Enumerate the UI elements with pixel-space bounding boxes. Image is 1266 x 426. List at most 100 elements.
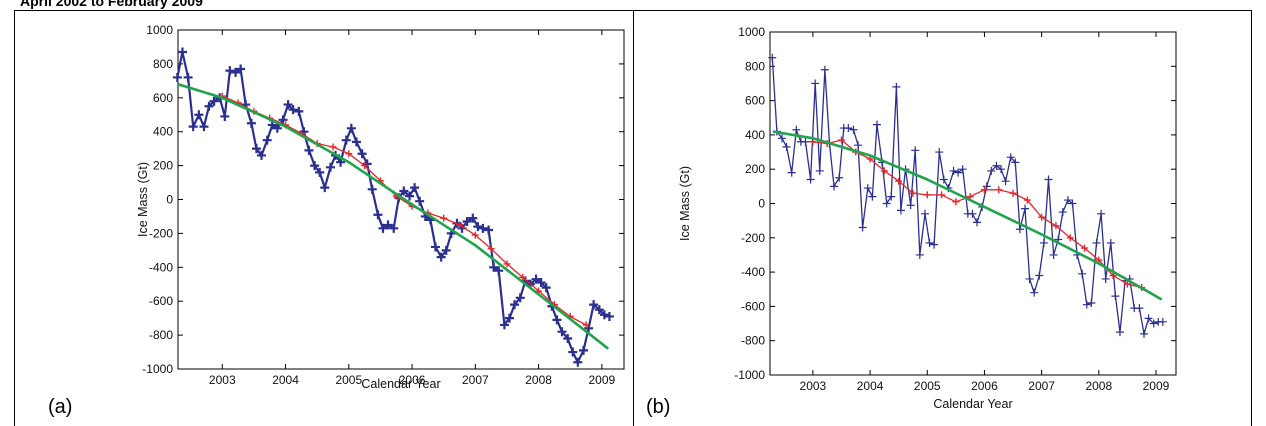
series-point-0 [1082,300,1091,309]
series-point-0 [1006,153,1015,162]
series-point-1 [837,136,845,144]
series-point-0 [336,157,346,167]
series-point-0 [310,161,320,171]
series-point-1 [880,167,888,175]
series-point-0 [925,238,934,247]
series-point-0 [1058,208,1067,217]
series-point-0 [436,252,446,262]
series-point-0 [1087,298,1096,307]
series-point-0 [278,115,288,125]
series-point-0 [1092,238,1101,247]
series-point-0 [283,100,293,110]
x-tick-label: 2006 [399,373,426,387]
figure-header: April 2002 to February 2009 [20,0,203,9]
series-point-0 [262,135,272,145]
series-point-0 [778,134,787,143]
series-point-0 [515,293,525,303]
series-point-0 [1097,209,1106,218]
x-tick-label: 2003 [209,373,236,387]
series-point-0 [405,191,415,201]
series-point-1 [1052,222,1060,230]
series-point-0 [563,333,573,343]
series-point-0 [257,150,267,160]
series-point-0 [373,210,383,220]
series-point-0 [246,118,256,128]
series-point-1 [980,186,988,194]
series-point-0 [1068,199,1077,208]
series-point-0 [892,82,901,91]
y-tick-label: -400 [149,260,173,274]
series-point-0 [378,223,388,233]
series-point-0 [806,175,815,184]
series-point-1 [440,214,448,222]
series-point-0 [209,96,219,106]
series-point-0 [1063,196,1072,205]
series-point-0 [367,184,377,194]
series-point-0 [568,347,578,357]
series-point-0 [599,310,609,320]
series-point-0 [383,220,393,230]
series-point-1 [1023,196,1031,204]
y-tick-label: 600 [745,94,765,108]
series-point-0 [930,240,939,249]
panel-divider [633,10,634,426]
series-point-1 [1038,213,1046,221]
series-point-0 [801,137,810,146]
chart-a: -1000 -800 -600 -400 -200 0 200 400 600 800 1000 20… [136,23,625,391]
series-point-0 [935,148,944,157]
series-point-0 [854,141,863,150]
series-point-0 [830,182,839,191]
series-point-0 [441,245,451,255]
series-point-1 [895,177,903,185]
series-point-0 [882,199,891,208]
x-tick-label: 2008 [1085,379,1112,393]
series-point-0 [968,209,977,218]
series-point-0 [858,223,867,232]
y-tick-label: 200 [153,159,173,173]
series-point-0 [504,313,514,323]
series-point-0 [220,111,230,121]
series-point-0 [552,315,562,325]
y-axis-title: Ice Mass (Gt) [136,162,150,237]
y-tick-label: -1000 [142,362,173,376]
series-point-0 [973,218,982,227]
x-tick-label: 2005 [335,373,362,387]
series-line-1 [222,95,587,326]
series-point-0 [1021,204,1030,213]
series-point-1 [938,191,946,199]
series-point-0 [188,122,198,132]
series-point-0 [1011,158,1020,167]
series-point-0 [499,320,509,330]
series-point-1 [923,191,931,199]
series-point-0 [389,223,399,233]
series-line-2 [177,82,609,350]
series-point-0 [1039,238,1048,247]
y-tick-label: 400 [745,128,765,142]
series-point-1 [519,273,527,281]
series-point-0 [489,262,499,272]
series-point-0 [315,167,325,177]
series-point-0 [896,206,905,215]
series-point-0 [399,186,409,196]
panel-label-b: (b) [646,396,671,418]
y-tick-label: 1000 [738,25,765,39]
series-point-0 [199,122,209,132]
series-point-1 [952,198,960,206]
panel-label-a: (a) [48,396,73,418]
x-tick-label: 2009 [1143,379,1170,393]
y-tick-label: 0 [758,197,765,211]
y-tick-label: -600 [149,294,173,308]
series-point-1 [471,231,479,239]
y-axis-title: Ice Mass (Gt) [678,166,692,241]
series-point-0 [949,166,958,175]
series-point-0 [1078,269,1087,278]
series-point-0 [1044,175,1053,184]
series-point-0 [357,149,367,159]
series-line-1 [812,139,1142,289]
series-point-0 [225,66,235,76]
series-point-0 [872,120,881,129]
series-point-0 [1015,225,1024,234]
series-point-0 [1049,250,1058,259]
series-point-0 [939,175,948,184]
